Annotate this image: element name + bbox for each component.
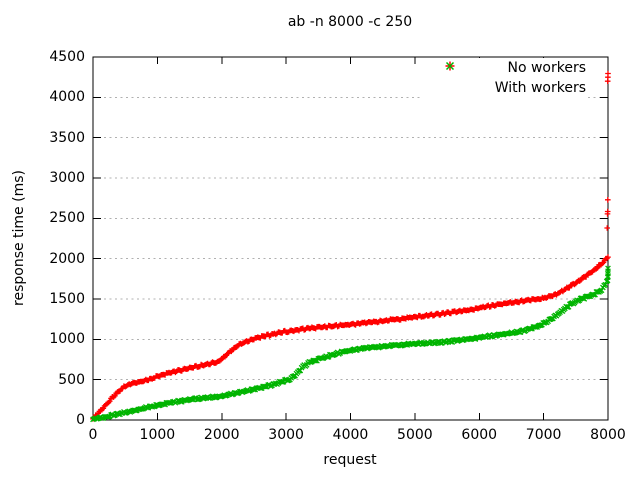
y-tick-label: 2000 xyxy=(49,250,85,267)
x-tick-label: 3000 xyxy=(268,427,304,443)
cross-marker-icon xyxy=(445,61,455,71)
x-axis-label: request xyxy=(323,452,377,468)
legend-label-with-workers: With workers xyxy=(494,80,586,96)
x-tick-label: 8000 xyxy=(590,427,626,443)
y-tick-label: 4500 xyxy=(49,49,85,65)
y-tick-label: 3500 xyxy=(49,129,85,146)
x-tick-label: 5000 xyxy=(397,427,433,443)
y-tick-label: 0 xyxy=(76,412,85,428)
y-tick-label: 500 xyxy=(58,371,85,388)
x-tick-label: 6000 xyxy=(461,427,498,443)
x-tick-label: 7000 xyxy=(525,427,562,443)
legend: No workers With workers xyxy=(420,58,586,98)
chart-title: ab -n 8000 -c 250 xyxy=(287,14,413,30)
x-tick-label: 0 xyxy=(88,427,98,443)
y-tick-label: 4000 xyxy=(49,89,85,106)
y-tick-label: 3000 xyxy=(49,170,85,186)
x-tick-label: 4000 xyxy=(332,427,369,443)
x-tick-label: 1000 xyxy=(139,427,176,443)
y-tick-label: 1500 xyxy=(49,291,85,307)
legend-label-no-workers: No workers xyxy=(507,60,586,76)
y-axis-label: response time (ms) xyxy=(11,170,27,306)
y-tick-label: 1000 xyxy=(49,331,85,348)
x-tick-label: 2000 xyxy=(203,427,240,443)
y-tick-label: 2500 xyxy=(49,210,85,227)
legend-item-with-workers: With workers xyxy=(420,61,586,98)
